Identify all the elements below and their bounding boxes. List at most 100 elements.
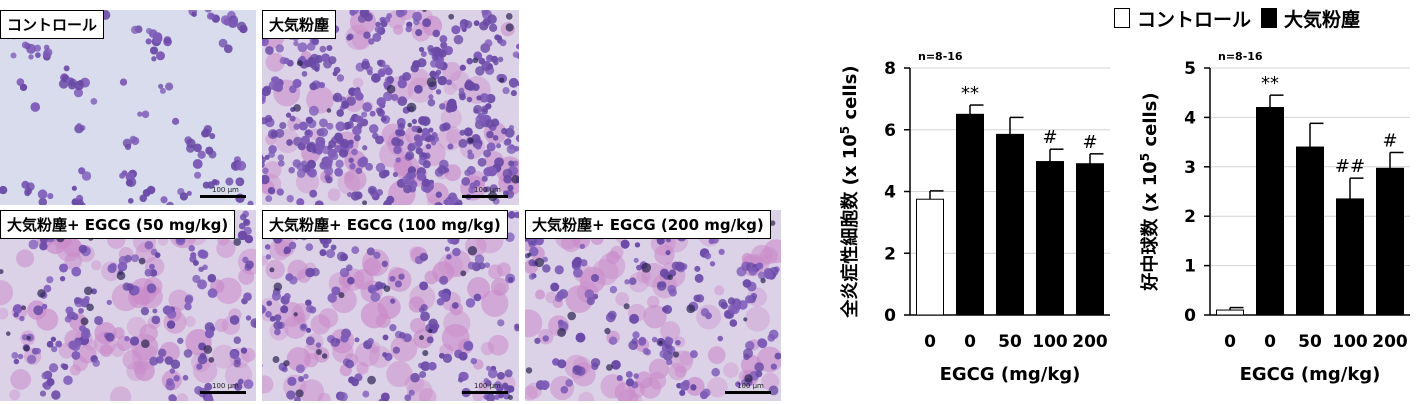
cell-shape	[319, 128, 328, 137]
cell-shape	[143, 189, 151, 197]
cell-shape	[641, 263, 651, 273]
cell-shape	[367, 376, 376, 385]
cell-shape	[354, 135, 361, 142]
cell-shape	[397, 96, 407, 106]
cell-shape	[298, 42, 308, 52]
legend-swatch-control	[1114, 8, 1130, 28]
cell-shape	[193, 260, 199, 266]
y-tick-label: 8	[884, 59, 896, 79]
cell-shape	[356, 167, 363, 174]
cell-shape	[333, 71, 338, 76]
cell-shape	[425, 136, 431, 142]
cell-shape	[367, 70, 373, 76]
cell-shape	[632, 331, 639, 338]
cell-shape	[326, 123, 333, 130]
cell-shape	[665, 337, 673, 345]
cell-shape	[23, 345, 30, 352]
cell-shape	[280, 57, 287, 64]
cell-shape	[11, 352, 18, 359]
cell-shape	[306, 117, 313, 124]
x-tick-label: 0	[1224, 332, 1236, 352]
cell-shape	[503, 175, 512, 184]
cell-shape	[636, 265, 642, 271]
cell-shape	[42, 382, 48, 388]
cell-shape	[377, 60, 383, 66]
cell-shape	[293, 159, 301, 167]
cell-shape	[647, 296, 659, 308]
cell-shape	[464, 127, 473, 136]
cell-shape	[309, 306, 316, 313]
cell-shape	[266, 254, 271, 259]
cell-shape	[177, 338, 183, 344]
cell-shape	[460, 270, 466, 276]
cell-shape	[203, 182, 210, 189]
cell-shape	[131, 254, 139, 262]
cell-shape	[147, 284, 156, 293]
cell-shape	[55, 341, 62, 348]
cell-shape	[34, 45, 41, 52]
cell-shape	[567, 312, 576, 321]
cell-shape	[278, 160, 285, 167]
cell-shape	[705, 253, 712, 260]
cell-shape	[6, 331, 11, 336]
cell-shape	[30, 102, 40, 112]
cell-shape	[297, 60, 303, 66]
cell-shape	[458, 139, 467, 148]
micrograph-dust-egcg-50: 大気粉塵+ EGCG (50 mg/kg) 100 μm	[0, 210, 256, 401]
bar	[1377, 168, 1404, 315]
cell-shape	[711, 368, 720, 377]
cell-shape	[194, 172, 201, 179]
cell-shape	[386, 196, 394, 204]
cell-shape	[283, 360, 289, 366]
cell-shape	[412, 119, 417, 124]
cell-shape	[760, 278, 765, 283]
cell-shape	[390, 276, 396, 282]
cell-shape	[444, 168, 449, 173]
cell-shape	[208, 357, 214, 363]
cell-shape	[82, 171, 91, 180]
cell-shape	[464, 80, 474, 90]
cell-shape	[305, 243, 313, 251]
micrograph-image	[262, 10, 519, 205]
cell-shape	[309, 106, 319, 116]
cell-shape	[386, 13, 392, 19]
cell-shape	[376, 189, 383, 196]
y-axis-title-suffix: cells)	[1140, 92, 1161, 152]
cell-shape	[117, 271, 126, 280]
cell-shape	[185, 296, 193, 304]
bar	[997, 134, 1024, 315]
cell-shape	[333, 93, 343, 103]
scale-bar	[200, 195, 246, 198]
cell-shape	[745, 295, 753, 303]
scale-bar	[462, 195, 508, 198]
cell-shape	[13, 304, 22, 313]
cell-shape	[675, 261, 685, 271]
cell-shape	[464, 342, 473, 351]
cell-shape	[327, 108, 332, 113]
cell-shape	[137, 111, 142, 116]
cell-shape	[201, 130, 209, 138]
cell-shape	[658, 340, 662, 344]
cell-shape	[283, 249, 288, 254]
cell-shape	[473, 105, 482, 114]
cell-shape	[151, 316, 160, 325]
cell-shape	[489, 24, 497, 32]
cell-shape	[320, 46, 327, 53]
cell-shape	[409, 390, 415, 396]
cell-shape	[355, 116, 363, 124]
cell-shape	[439, 353, 445, 359]
y-tick-label: 4	[1184, 108, 1196, 128]
cell-shape	[482, 176, 488, 182]
cell-shape	[485, 119, 494, 128]
cell-shape	[90, 98, 97, 105]
cell-shape	[286, 195, 293, 202]
cell-shape	[131, 137, 139, 145]
cell-shape	[141, 339, 150, 348]
cell-shape	[707, 377, 727, 397]
micrograph-dust-egcg-100: 大気粉塵+ EGCG (100 mg/kg) 100 μm	[262, 210, 519, 401]
cell-shape	[273, 356, 280, 363]
bar	[1337, 199, 1364, 315]
cell-shape	[266, 300, 272, 306]
cell-shape	[346, 121, 354, 129]
cell-shape	[284, 293, 291, 300]
